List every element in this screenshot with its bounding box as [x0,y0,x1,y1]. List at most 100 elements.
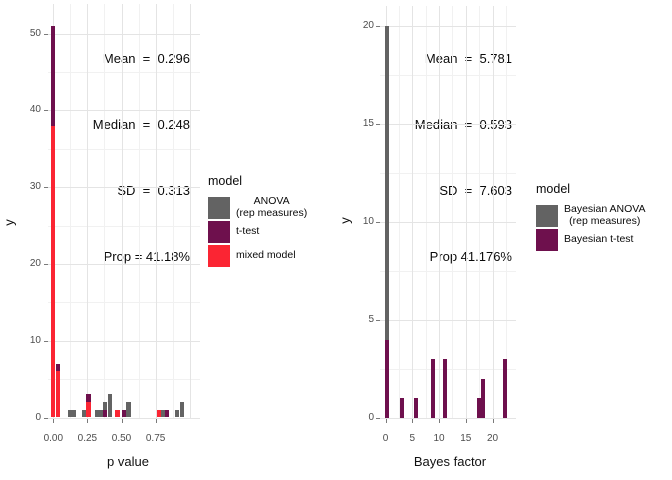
histogram-bar-segment [51,25,56,126]
histogram-bar-segment [81,409,87,418]
y-axis-tick [44,33,48,35]
legend-item-bayesian-t-test: Bayesian t-test [536,229,670,251]
histogram-bar-segment [413,398,418,418]
histogram-bar-segment [174,409,180,418]
y-minor-gridline [380,75,516,76]
legend-item-t-test: t-test [208,221,328,243]
y-axis-tick [44,340,48,342]
histogram-bar-segment [164,409,170,418]
y-tick-label: 15 [362,118,374,129]
y-major-gridline [48,110,200,112]
x-minor-gridline [104,4,106,418]
p-value-stats-annotation: Mean = 0.296 Median = 0.248 SD = 0.313 P… [58,4,190,312]
x-minor-gridline [172,4,174,418]
y-major-gridline [48,340,200,342]
histogram-bar-segment [86,394,91,403]
histogram-bar-segment [67,409,73,418]
y-tick-label: 0 [35,411,41,423]
histogram-bar-segment [480,378,485,418]
histogram-bar-segment [94,409,100,418]
histogram-bar-segment [51,125,56,418]
x-major-gridline [492,6,494,418]
legend-label: ANOVA (rep measures) [236,195,308,219]
y-axis-tick [376,124,380,125]
histogram-bar-segment [55,371,60,418]
histogram-bar-segment [431,359,436,418]
mixed-model-swatch [208,245,230,267]
y-minor-gridline [380,271,516,272]
y-major-gridline [380,124,516,125]
y-axis-tick [376,418,380,419]
stat-prop: Prop 41.176% [429,249,512,264]
x-tick-label: 5 [409,433,416,444]
histogram-bar-segment [86,402,91,418]
legend-item-mixed-model: mixed model [208,245,328,267]
x-axis-tick [439,419,440,423]
x-tick-label: 15 [460,433,472,444]
x-tick-label: 0 [382,433,389,444]
y-minor-gridline [48,148,200,150]
y-major-gridline [48,187,200,189]
y-minor-gridline [380,173,516,174]
y-tick-label: 0 [368,412,374,423]
x-major-gridline [155,4,157,418]
histogram-bar-segment [476,398,481,418]
y-axis-title-left: y [1,219,17,226]
x-tick-label: 10 [433,433,445,444]
histogram-bar-segment [503,359,508,418]
histogram-bar-segment [115,409,120,418]
histogram-bar-segment [71,409,77,418]
y-axis-tick [376,222,380,223]
x-axis-tick [492,419,494,423]
x-axis-tick [385,419,387,423]
legend-title: model [208,174,243,188]
y-axis-tick [44,417,48,419]
y-tick-label: 5 [368,314,374,325]
histogram-bar-segment [443,359,448,418]
y-tick-label: 30 [29,181,41,193]
x-axis-tick [121,419,123,423]
x-major-gridline [189,4,191,418]
y-minor-gridline [48,379,200,381]
legend-label: t-test [236,225,260,238]
y-minor-gridline [48,225,200,227]
y-major-gridline [380,418,516,419]
x-minor-gridline [138,4,140,418]
x-minor-gridline [452,6,454,418]
y-tick-label: 40 [29,104,41,116]
stat-sd: SD = 0.313 [117,183,190,198]
legend-label: mixed model [236,249,296,262]
y-tick-label: 50 [29,27,41,39]
histogram-bar-segment [121,409,127,418]
y-major-gridline [48,417,200,419]
stat-mean: Mean = 0.296 [102,51,190,66]
anova-swatch [208,196,230,219]
x-major-gridline [439,6,440,418]
y-axis-tick [44,110,48,112]
histogram-bar-segment [156,409,162,418]
x-axis-tick [465,419,467,423]
histogram-bar-segment [107,394,113,418]
x-major-gridline [121,4,123,418]
stat-mean: Mean = 5.781 [424,51,512,66]
y-tick-label: 20 [29,257,41,269]
x-major-gridline [87,4,89,418]
stat-median: Median = 0.248 [92,117,190,132]
y-major-gridline [380,320,516,321]
t-test-swatch [208,221,230,243]
legend-item-bayesian-anova: Bayesian ANOVA (rep measures) [536,203,670,227]
stat-prop: Prop = 41.18% [103,249,190,264]
x-axis-tick [155,419,157,423]
x-minor-gridline [479,6,481,418]
x-tick-label: 0.50 [111,433,132,444]
x-tick-label: 0.25 [77,433,98,444]
y-minor-gridline [48,71,200,73]
x-tick-label: 0.75 [145,433,166,444]
legend-item-anova: ANOVA (rep measures) [208,195,328,219]
x-minor-gridline [398,6,400,418]
bayesian-anova-swatch [536,204,558,227]
y-major-gridline [380,222,516,223]
histogram-bar-segment [126,402,131,418]
y-axis-tick [44,187,48,189]
